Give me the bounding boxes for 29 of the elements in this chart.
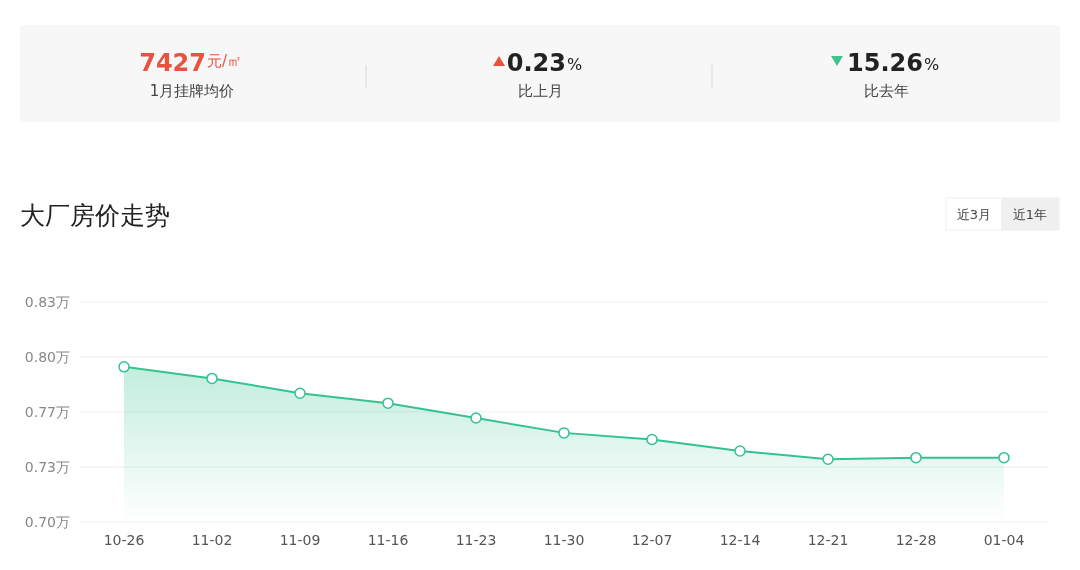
point xyxy=(910,451,922,464)
x-tick-label: 11-30 xyxy=(543,532,585,548)
range-buttons: 近3月 近1年 xyxy=(945,197,1060,231)
point xyxy=(734,445,746,457)
y-tick-label: 0.80万 xyxy=(24,348,70,365)
point xyxy=(646,433,658,446)
y-tick-label: 0.83万 xyxy=(24,294,70,310)
y-tick-label: 0.77万 xyxy=(24,403,70,420)
point xyxy=(998,451,1010,464)
x-tick-label: 11-16 xyxy=(367,532,409,548)
point xyxy=(558,427,570,439)
x-tick-label: 11-23 xyxy=(455,532,497,548)
point xyxy=(206,372,218,385)
x-tick-label: 12-21 xyxy=(807,532,849,548)
point xyxy=(470,412,482,424)
point xyxy=(822,453,834,466)
point xyxy=(382,397,394,409)
x-tick-label: 12-07 xyxy=(631,532,673,548)
x-tick-label: 01-04 xyxy=(983,532,1025,548)
y-tick-label: 0.70万 xyxy=(24,514,70,530)
point xyxy=(294,387,306,400)
chart-title: 大厂房价走势 xyxy=(20,201,170,230)
x-tick-label: 10-26 xyxy=(103,532,145,548)
x-tick-label: 12-14 xyxy=(719,532,761,548)
x-tick-label: 11-02 xyxy=(191,532,233,548)
x-tick-label: 11-09 xyxy=(279,532,321,548)
point xyxy=(118,361,130,373)
y-tick-label: 0.73万 xyxy=(24,459,70,476)
x-tick-label: 12-28 xyxy=(895,532,937,548)
